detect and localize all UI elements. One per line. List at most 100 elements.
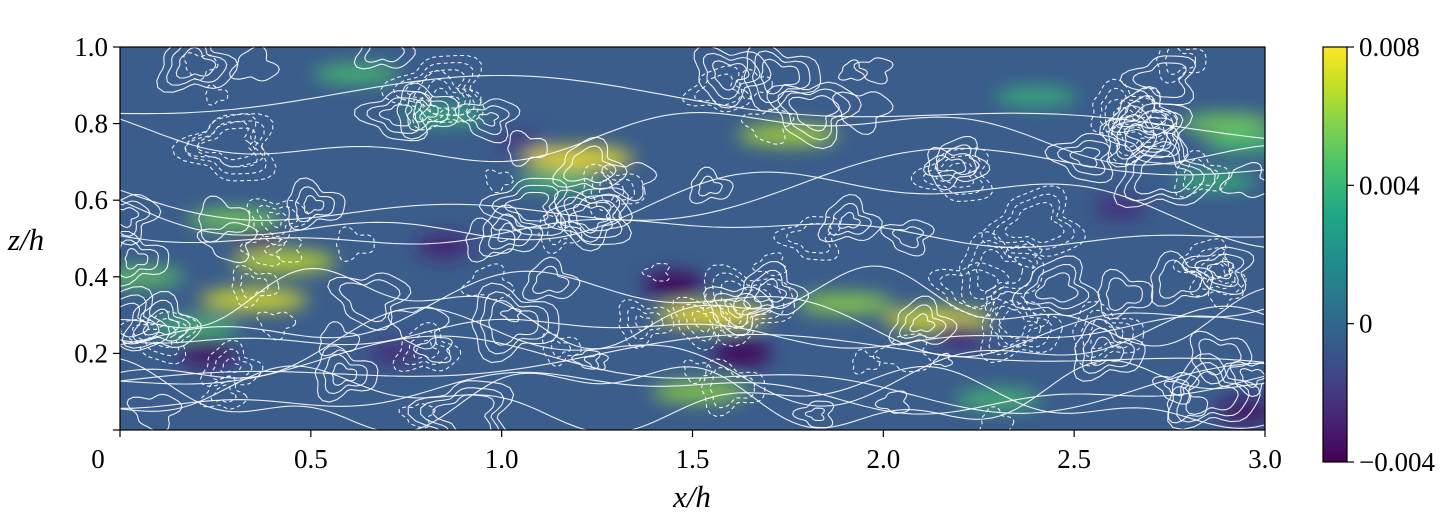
contour-solid (499, 307, 522, 323)
contour-solid (838, 59, 868, 81)
contour-solid (497, 222, 522, 243)
contour-solid (888, 295, 958, 346)
contour-solid (532, 265, 570, 294)
contour-solid (323, 353, 368, 395)
contour-dashed (196, 121, 256, 161)
contour-dashed (171, 113, 277, 182)
contour-dashed (1090, 78, 1155, 134)
x-tick-label: 2.0 (866, 444, 900, 474)
x-axis: 0 0.5 1.0 1.5 2.0 2.5 3.0 (91, 430, 1282, 474)
x-tick-label: 2.5 (1057, 444, 1091, 474)
contour-dashed (626, 307, 664, 340)
contour-solid (120, 358, 1265, 430)
contour-dashed (1188, 253, 1247, 297)
contour-solid (454, 98, 521, 144)
colorbar-tick-label: 0 (1359, 309, 1373, 339)
contour-dashed (1115, 95, 1168, 132)
contour-solid (404, 90, 450, 132)
contour-solid (934, 144, 980, 176)
contour-solid (568, 201, 614, 232)
contour-solid (743, 47, 822, 112)
contour-solid (1116, 113, 1168, 160)
contour-dashed (988, 299, 1052, 356)
contour-solid (120, 302, 149, 338)
negative-hotspot (495, 131, 546, 154)
contour-dashed (691, 310, 720, 333)
contour-dashed (246, 198, 311, 247)
colorbar-tick-label: 0.008 (1359, 32, 1420, 62)
contour-dashed (979, 406, 1015, 430)
contour-dashed (740, 108, 795, 145)
contour-solid (488, 299, 539, 346)
contour-dashed (541, 332, 582, 367)
contour-solid (120, 112, 1265, 166)
contour-dashed (1206, 277, 1244, 310)
contour-solid (196, 221, 258, 264)
contour-solid (413, 336, 453, 364)
positive-hotspot (516, 171, 602, 191)
contour-solid (601, 161, 658, 202)
contour-dashed (671, 296, 742, 351)
contour-dashed (255, 311, 297, 341)
contour-solid (314, 345, 379, 403)
contour-solid (353, 47, 416, 70)
contour-solid (1132, 62, 1187, 98)
positive-hotspot (522, 147, 634, 170)
y-tick-label: 0.8 (74, 109, 108, 139)
contour-solid (724, 299, 751, 319)
contour-solid (753, 278, 788, 303)
contour-solid (563, 145, 617, 184)
contour-solid (120, 207, 140, 228)
contour-dashed (1155, 47, 1207, 84)
contour-solid (120, 74, 1265, 139)
contour-dashed (335, 226, 375, 262)
contour-solid (120, 305, 1265, 407)
contour-solid (1206, 260, 1235, 280)
contour-solid (120, 335, 1265, 414)
contour-solid (1181, 246, 1255, 296)
contour-dashed (682, 65, 752, 113)
contour-dashed (392, 62, 476, 116)
contour-solid (120, 265, 1265, 350)
colorbar-frame (1322, 46, 1348, 463)
colorbar: 0.008 0.004 0 −0.004 (1322, 32, 1435, 477)
contour-solid (120, 315, 1265, 349)
contour-dashed (256, 204, 300, 238)
contour-dashed (398, 403, 436, 429)
contour-solid (712, 60, 750, 91)
contour-dashed (538, 214, 583, 255)
contour-dashed (1182, 158, 1219, 190)
contour-solid (1011, 255, 1100, 317)
contour-solid (478, 177, 568, 236)
positive-hotspot (651, 381, 749, 402)
contour-solid (817, 193, 883, 243)
contour-solid (338, 279, 401, 323)
colorbar-gradient (1323, 47, 1347, 462)
positive-hotspot (199, 289, 308, 311)
contour-dashed (199, 339, 264, 387)
contour-solid (120, 333, 1265, 382)
contour-solid (1194, 253, 1245, 288)
contour-solid (120, 218, 1265, 248)
contour-solid (120, 239, 159, 279)
contour-dashed (910, 147, 994, 202)
contour-dashed (266, 211, 289, 229)
contour-dashed (694, 73, 741, 106)
contour-solid (120, 371, 1265, 415)
contour-solid (766, 81, 862, 150)
contour-solid (466, 105, 510, 135)
negative-hotspot (368, 341, 422, 365)
contour-dashed (980, 185, 1086, 257)
contour-dashed (184, 113, 266, 168)
contour-dashed (239, 235, 285, 267)
contour-dashed (773, 216, 842, 261)
contour-solid (1119, 55, 1197, 106)
negative-hotspot (643, 271, 704, 298)
contour-dashed (599, 179, 625, 203)
contour-dashed (263, 237, 303, 263)
contour-solid (1022, 263, 1090, 310)
contour-dashed (460, 263, 515, 301)
contour-dashed (412, 69, 482, 131)
contour-solid (553, 189, 633, 252)
